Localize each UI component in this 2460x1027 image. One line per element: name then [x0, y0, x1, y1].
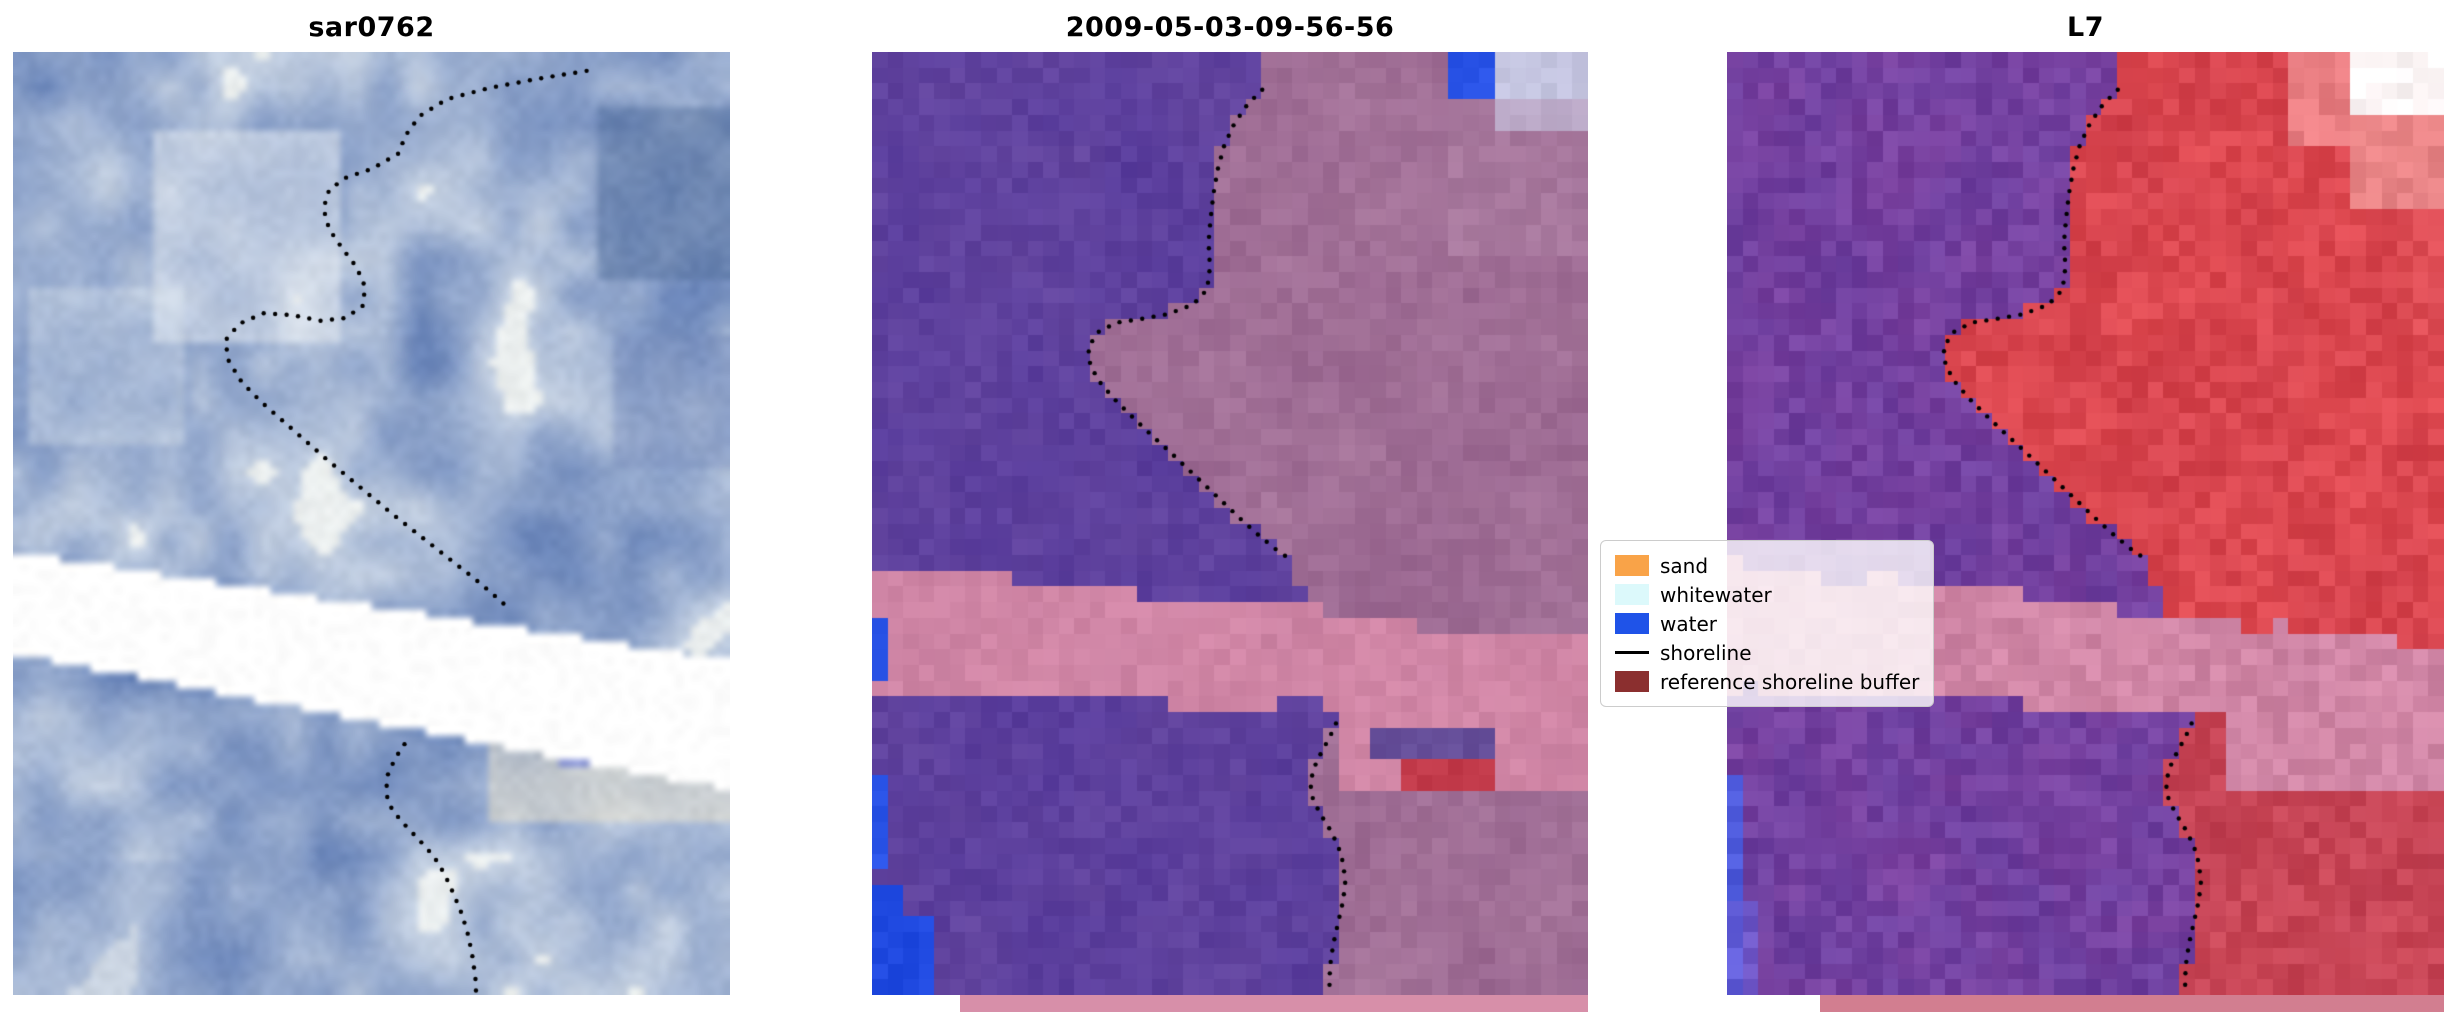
legend-row-shoreline: shoreline	[1615, 638, 1919, 667]
legend-swatch-reference-shoreline-buffer	[1615, 671, 1649, 692]
image-bottom-strip	[960, 995, 1588, 1012]
sar-image-panel	[13, 52, 730, 995]
panel-title-sar0762: sar0762	[308, 12, 435, 43]
legend-label-shoreline: shoreline	[1660, 640, 1752, 665]
legend: sand whitewater water shoreline referenc…	[1600, 540, 1935, 707]
legend-swatch-whitewater	[1615, 584, 1649, 605]
legend-row-whitewater: whitewater	[1615, 580, 1919, 609]
panel-title-l7: L7	[2067, 12, 2104, 43]
legend-label-whitewater: whitewater	[1660, 582, 1772, 607]
legend-swatch-water	[1615, 613, 1649, 634]
classified-image-panel	[872, 52, 1588, 995]
panel-title-2009-05-03-09-56-56: 2009-05-03-09-56-56	[1065, 12, 1395, 43]
image-bottom-strip	[1820, 995, 2444, 1012]
l7-image-panel	[1727, 52, 2444, 995]
legend-swatch-sand	[1615, 555, 1649, 576]
legend-row-water: water	[1615, 609, 1919, 638]
legend-label-sand: sand	[1660, 553, 1709, 578]
legend-swatch-shoreline-line	[1615, 651, 1649, 654]
legend-row-reference-shoreline-buffer: reference shoreline buffer	[1615, 667, 1919, 696]
legend-label-water: water	[1660, 611, 1717, 636]
legend-label-reference-shoreline-buffer: reference shoreline buffer	[1660, 669, 1920, 694]
legend-row-sand: sand	[1615, 551, 1919, 580]
